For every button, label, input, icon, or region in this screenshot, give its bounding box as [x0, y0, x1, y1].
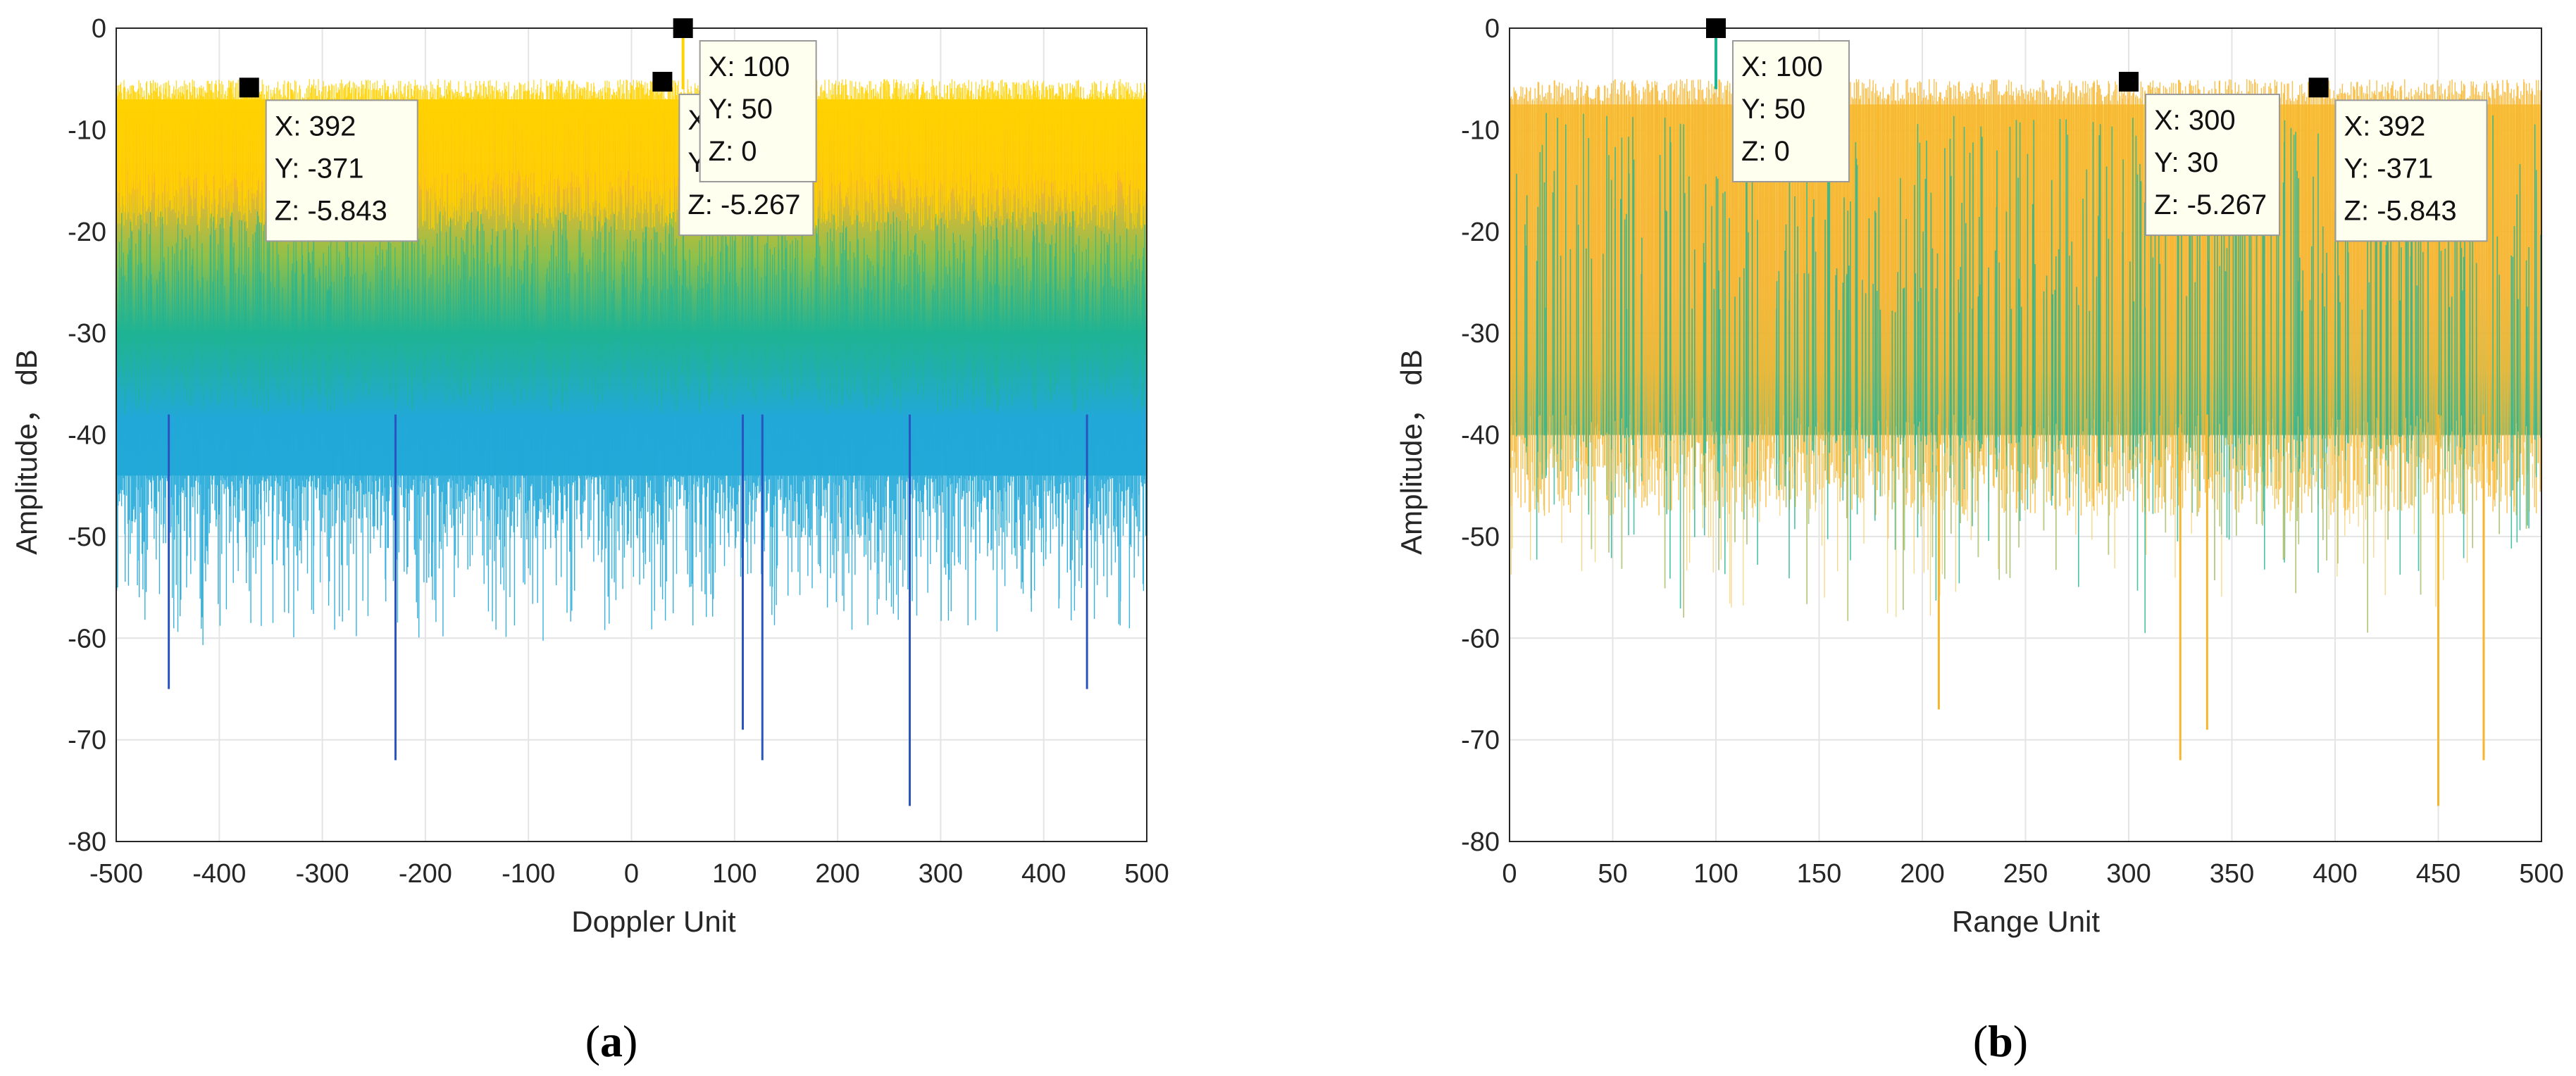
- panel-a-x-tick-label: -500: [89, 859, 143, 889]
- panel-a-mid-lines: [119, 211, 1145, 415]
- panel-b-y-tick-label: -20: [1461, 218, 1500, 247]
- panel-b-x-tick-label: 150: [1797, 859, 1841, 889]
- datatip-text: Y: 50: [709, 94, 773, 125]
- datatip-marker[interactable]: [652, 72, 673, 92]
- datatip-text: Z: -5.267: [687, 189, 800, 220]
- panel-b-x-tick-label: 300: [2106, 859, 2151, 889]
- panel-a-y-tick-label: -50: [68, 523, 106, 552]
- datatip[interactable]: X: 300 Y: 30 Z: -5.267: [2119, 72, 2280, 237]
- datatip-box: [2145, 94, 2280, 237]
- datatip-marker[interactable]: [2119, 72, 2139, 92]
- panel-b-deep-nulls: [1937, 414, 2485, 806]
- panel-a-x-tick-label: 200: [815, 859, 859, 889]
- panel-b-range-chart: 0 50 100 150 200 250 300 350 400 450 500 0 -10 -20 -3…: [1395, 14, 2564, 1066]
- panel-a-axes-frame: [116, 27, 1147, 842]
- panel-b-datatips: X: 100 Y: 50 Z: 0 X: 300 Y: 30 Z: -5.267 X: 39…: [1706, 18, 2488, 242]
- datatip-text: Z: -5.843: [2344, 195, 2457, 226]
- panel-a-caption-letter: a: [600, 1016, 623, 1066]
- panel-a-y-tick-labels: 0 -10 -20 -30 -40 -50 -60 -70 -80: [68, 14, 106, 857]
- panel-b-y-tick-label: 0: [1485, 14, 1500, 44]
- datatip-text: Z: -5.267: [2154, 189, 2267, 220]
- panel-b-caption-letter: b: [1988, 1016, 2013, 1066]
- panel-b-y-tick-labels: 0 -10 -20 -30 -40 -50 -60 -70 -80: [1461, 14, 1500, 857]
- datatip[interactable]: X: 392 Y: -371 Z: -5.843: [239, 77, 418, 242]
- datatip-marker[interactable]: [239, 77, 259, 98]
- panel-a-x-tick-label: -200: [399, 859, 452, 889]
- panel-a-deep-nulls: [168, 414, 1088, 806]
- datatip-text: X: 392: [2344, 111, 2426, 142]
- panel-a-y-tick-label: -10: [68, 115, 106, 145]
- panel-a-x-tick-label: -300: [296, 859, 349, 889]
- panel-b-y-tick-label: -70: [1461, 726, 1500, 756]
- datatip-text: X: 100: [709, 51, 790, 82]
- panel-a-y-tick-label: -20: [68, 218, 106, 247]
- datatip-text: Y: -371: [275, 153, 364, 184]
- datatip-text: Z: -5.843: [275, 195, 387, 226]
- panel-a-y-tick-label: 0: [92, 14, 106, 44]
- datatip-text: Z: 0: [709, 136, 757, 167]
- panel-a-y-tick-label: -70: [68, 726, 106, 756]
- datatip-text: Y: -371: [2344, 153, 2434, 184]
- panel-b-y-tick-label: -80: [1461, 827, 1500, 857]
- panel-b-x-tick-label: 500: [2519, 859, 2563, 889]
- panel-b-x-tick-label: 450: [2416, 859, 2460, 889]
- panel-b-x-tick-label: 350: [2210, 859, 2254, 889]
- panel-a-x-tick-label: 400: [1021, 859, 1066, 889]
- datatip-text: Y: 30: [2154, 147, 2218, 178]
- panel-b-x-tick-label: 50: [1598, 859, 1627, 889]
- datatip-marker[interactable]: [2308, 77, 2329, 98]
- panel-a-x-tick-label: 0: [624, 859, 639, 889]
- panel-a-x-tick-label: 500: [1124, 859, 1169, 889]
- panel-b-y-tick-label: -10: [1461, 115, 1500, 145]
- datatip-box: [265, 99, 418, 242]
- panel-b-y-tick-label: -60: [1461, 624, 1500, 653]
- panel-a-x-tick-labels: -500 -400 -300 -200 -100 0 100 200 300 400 500: [89, 859, 1169, 889]
- panel-a-y-tick-label: -60: [68, 624, 106, 653]
- panel-b-y-tick-label: -50: [1461, 523, 1500, 552]
- panel-a-x-tick-label: 100: [712, 859, 757, 889]
- datatip-marker[interactable]: [673, 18, 693, 38]
- panel-a-x-axis-label: Doppler Unit: [571, 905, 736, 938]
- panel-a-x-tick-label: -100: [502, 859, 555, 889]
- panel-b-green-lines: [1516, 111, 2541, 633]
- datatip[interactable]: X: 392 Y: -371 Z: -5.843: [2308, 77, 2488, 242]
- panel-b-y-axis-label: Amplitude， dB: [1395, 349, 1428, 555]
- panel-a-caption: (a): [585, 1016, 638, 1066]
- panel-a-y-axis-label: Amplitude， dB: [10, 349, 43, 555]
- panel-a-doppler-chart: -500 -400 -300 -200 -100 0 100 200 300 400 500 0 -1…: [10, 14, 1169, 1066]
- datatip-box: [699, 40, 817, 182]
- panel-b-y-tick-label: -40: [1461, 421, 1500, 451]
- panel-b-y-tick-label: -30: [1461, 319, 1500, 349]
- panel-b-caption: (b): [1973, 1016, 2028, 1066]
- panel-b-x-tick-labels: 0 50 100 150 200 250 300 350 400 450 500: [1502, 859, 2563, 889]
- panel-a-x-tick-label: -400: [192, 859, 246, 889]
- panel-a-y-tick-label: -40: [68, 421, 106, 451]
- panel-b-axes-frame: [1509, 27, 2542, 842]
- panel-a-y-tick-label: -80: [68, 827, 106, 857]
- datatip-marker[interactable]: [1706, 18, 1726, 38]
- datatip-box: [2334, 99, 2488, 242]
- panel-b-x-tick-label: 250: [2003, 859, 2048, 889]
- panel-b-x-tick-label: 200: [1900, 859, 1944, 889]
- panel-a-x-tick-label: 300: [919, 859, 963, 889]
- panel-b-x-tick-label: 0: [1502, 859, 1517, 889]
- panel-a-y-tick-label: -30: [68, 319, 106, 349]
- datatip[interactable]: X: 100 Y: 50 Z: 0: [673, 18, 817, 182]
- panel-b-lower-lines: [1510, 414, 2533, 633]
- panel-b-x-tick-label: 400: [2313, 859, 2357, 889]
- panel-b-x-tick-label: 100: [1693, 859, 1738, 889]
- datatip-text: Y: 50: [1741, 94, 1805, 125]
- datatip-text: X: 100: [1741, 51, 1823, 82]
- datatip-text: X: 300: [2154, 105, 2236, 136]
- datatip-box: [1732, 40, 1850, 182]
- panel-b-profile-lines: [1510, 79, 2541, 633]
- datatip-text: X: 392: [275, 111, 356, 142]
- panel-b-x-axis-label: Range Unit: [1952, 905, 2100, 938]
- datatip[interactable]: X: 100 Y: 50 Z: 0: [1706, 18, 1850, 182]
- datatip-text: Z: 0: [1741, 136, 1790, 167]
